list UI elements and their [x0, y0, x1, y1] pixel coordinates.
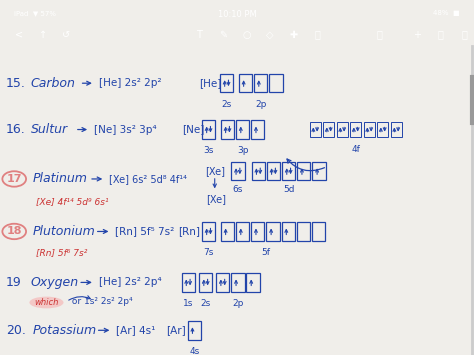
- Bar: [251, 120, 264, 139]
- Bar: [236, 120, 249, 139]
- Text: Potassium: Potassium: [32, 324, 96, 337]
- Text: 10:10 PM: 10:10 PM: [218, 10, 256, 19]
- Bar: [297, 222, 310, 241]
- Text: 5d: 5d: [283, 185, 295, 194]
- Text: [Rn]: [Rn]: [178, 226, 200, 236]
- Bar: [312, 162, 326, 180]
- Text: ↺: ↺: [62, 29, 71, 40]
- Text: 18: 18: [7, 226, 22, 236]
- Bar: [252, 162, 265, 180]
- Text: 4f: 4f: [352, 145, 361, 154]
- Text: ✎: ✎: [219, 29, 227, 40]
- Text: [Ne]: [Ne]: [182, 125, 205, 135]
- Bar: [266, 222, 280, 241]
- Text: ↑: ↑: [38, 29, 47, 40]
- Bar: [188, 321, 201, 339]
- Text: <: <: [15, 29, 23, 40]
- Bar: [202, 120, 215, 139]
- Bar: [267, 162, 280, 180]
- Text: ⬜: ⬜: [462, 29, 467, 40]
- Bar: [282, 222, 295, 241]
- Text: ◇: ◇: [266, 29, 274, 40]
- Text: 2p: 2p: [255, 100, 266, 109]
- Text: [He] 2s² 2p⁴: [He] 2s² 2p⁴: [99, 277, 161, 288]
- Bar: [269, 74, 283, 92]
- Text: 🎤: 🎤: [376, 29, 382, 40]
- Text: 2s: 2s: [201, 299, 211, 308]
- Text: 3p: 3p: [237, 146, 248, 155]
- Bar: [220, 74, 233, 92]
- Text: 19: 19: [6, 276, 21, 289]
- Text: which: which: [34, 298, 59, 307]
- Text: 6s: 6s: [233, 185, 243, 194]
- Text: 1s: 1s: [183, 299, 193, 308]
- Text: [Xe]: [Xe]: [206, 194, 226, 204]
- Bar: [199, 273, 212, 292]
- Bar: [377, 122, 388, 137]
- Bar: [221, 120, 234, 139]
- Bar: [239, 74, 252, 92]
- Bar: [310, 122, 321, 137]
- Text: Platinum: Platinum: [32, 173, 87, 185]
- Text: [Rn] 5f⁵ 7s²: [Rn] 5f⁵ 7s²: [115, 226, 174, 236]
- Text: ✚: ✚: [290, 29, 298, 40]
- Bar: [337, 122, 348, 137]
- Text: [Xe] 4f¹⁴ 5d⁹ 6s¹: [Xe] 4f¹⁴ 5d⁹ 6s¹: [36, 198, 108, 207]
- Text: ○: ○: [242, 29, 251, 40]
- Text: [He] 2s² 2p²: [He] 2s² 2p²: [99, 78, 161, 88]
- Text: Sultur: Sultur: [31, 123, 68, 136]
- Text: [He]: [He]: [199, 78, 221, 88]
- Text: 7s: 7s: [203, 248, 214, 257]
- Text: 17: 17: [7, 174, 22, 184]
- Bar: [216, 273, 229, 292]
- Text: [Ne] 3s² 3p⁴: [Ne] 3s² 3p⁴: [94, 125, 156, 135]
- Bar: [297, 162, 310, 180]
- Text: Carbon: Carbon: [31, 77, 76, 90]
- Text: [Rn] 5f⁶ 7s²: [Rn] 5f⁶ 7s²: [36, 248, 87, 257]
- Text: 2p: 2p: [232, 299, 244, 308]
- Bar: [350, 122, 361, 137]
- Bar: [202, 222, 215, 241]
- Text: or 1s² 2s² 2p⁴: or 1s² 2s² 2p⁴: [69, 297, 132, 306]
- Text: T: T: [196, 29, 202, 40]
- Bar: [254, 74, 267, 92]
- Text: iPad  ▼ 57%: iPad ▼ 57%: [14, 10, 56, 16]
- Text: ✨: ✨: [438, 29, 444, 40]
- Bar: [231, 162, 245, 180]
- Text: 16.: 16.: [6, 123, 26, 136]
- Text: 3s: 3s: [203, 146, 214, 155]
- Text: +: +: [413, 29, 421, 40]
- Ellipse shape: [29, 297, 64, 308]
- Bar: [364, 122, 375, 137]
- Bar: [182, 273, 195, 292]
- Bar: [251, 222, 264, 241]
- Text: [Ar]: [Ar]: [166, 325, 186, 335]
- Text: 🔥: 🔥: [315, 29, 320, 40]
- Text: 48%  ■: 48% ■: [433, 10, 460, 16]
- Text: 2s: 2s: [221, 100, 232, 109]
- Bar: [282, 162, 295, 180]
- Text: 20.: 20.: [6, 324, 26, 337]
- Bar: [391, 122, 402, 137]
- Bar: [231, 273, 245, 292]
- Text: [Ar] 4s¹: [Ar] 4s¹: [116, 325, 155, 335]
- Text: [Xe] 6s² 5d⁸ 4f¹⁴: [Xe] 6s² 5d⁸ 4f¹⁴: [109, 174, 187, 184]
- Text: 4s: 4s: [189, 347, 200, 355]
- Bar: [221, 222, 234, 241]
- Bar: [246, 273, 260, 292]
- Bar: [323, 122, 334, 137]
- Text: [Xe]: [Xe]: [205, 166, 225, 176]
- Text: Plutonium: Plutonium: [32, 225, 95, 238]
- Text: Oxygen: Oxygen: [31, 276, 79, 289]
- Bar: [236, 222, 249, 241]
- Text: 5f: 5f: [261, 248, 270, 257]
- Text: 15.: 15.: [6, 77, 26, 90]
- Bar: [312, 222, 325, 241]
